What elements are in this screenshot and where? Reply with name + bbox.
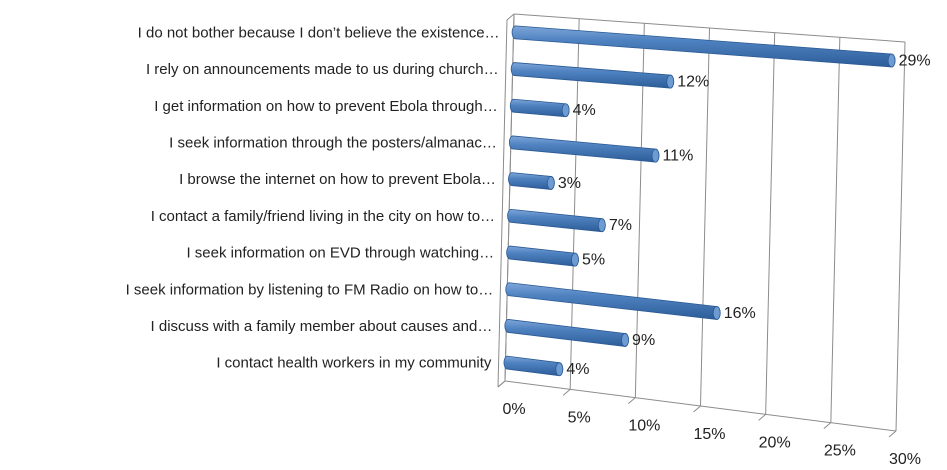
data-label: 9% [632, 332, 655, 349]
wall-depth-top [506, 13, 515, 21]
category-label: I seek information by listening to FM Ra… [126, 281, 494, 298]
data-label: 29% [899, 52, 931, 69]
gridline-floor [693, 405, 701, 413]
bar [503, 355, 564, 377]
x-tick-label: 20% [759, 434, 791, 451]
category-label: I rely on announcements made to us durin… [146, 61, 499, 78]
category-label: I browse the internet on how to prevent … [179, 171, 496, 188]
data-label: 16% [724, 305, 756, 322]
wall-front-edge [497, 19, 508, 388]
category-label: I do not bother because I don’t believe … [138, 24, 500, 41]
data-label: 7% [609, 217, 632, 234]
category-label: I contact health workers in my community [216, 355, 492, 372]
data-label: 3% [558, 175, 581, 192]
gridline [700, 27, 710, 407]
category-label: I get information on how to prevent Ebol… [154, 98, 498, 115]
bar-end-cap [666, 74, 675, 89]
labels: 0% 5% 10% 15% 20% 25% 30% 29% I do not bother be… [126, 24, 931, 468]
bar-end-cap [597, 218, 606, 233]
x-axis-line [504, 380, 897, 432]
data-label: 4% [573, 102, 596, 119]
gridline [765, 32, 776, 415]
bars [503, 25, 896, 377]
gridline-floor [562, 388, 571, 396]
category-label: I discuss with a family member about cau… [151, 318, 493, 335]
bar-end-cap [555, 362, 564, 377]
bar [505, 282, 721, 320]
data-label: 4% [566, 361, 589, 378]
bar-end-cap [712, 306, 721, 320]
bar-end-cap [561, 103, 570, 118]
bar [509, 98, 570, 118]
bar [504, 319, 629, 347]
bar [508, 135, 660, 163]
category-label: I seek information on EVD through watchi… [186, 245, 494, 262]
bar-end-cap [571, 252, 579, 267]
gridline [830, 37, 841, 423]
x-tick-label: 15% [693, 426, 725, 443]
data-label: 5% [582, 252, 605, 269]
x-tick-label: 10% [628, 418, 660, 435]
category-label: I seek information through the posters/a… [169, 134, 497, 151]
x-tick-label: 25% [824, 443, 856, 460]
x-tick-label: 30% [889, 451, 921, 468]
gridline-floor [823, 422, 832, 430]
bar [511, 25, 896, 68]
data-label: 11% [662, 148, 693, 165]
gridline-floor [628, 397, 636, 405]
bar-end-cap [621, 333, 629, 347]
bar [510, 62, 675, 89]
bar-end-cap [887, 53, 896, 68]
category-label: I contact a family/friend living in the … [151, 208, 495, 225]
wall-depth-bottom [497, 380, 506, 388]
gridline-floor [888, 430, 897, 438]
bar [507, 208, 606, 233]
top-edge [513, 13, 906, 43]
gridline [895, 41, 906, 432]
gridline-floor [758, 413, 766, 421]
data-label: 12% [677, 74, 709, 91]
x-tick-label: 0% [502, 401, 525, 418]
bar-end-cap [546, 176, 555, 190]
bar-end-cap [651, 148, 660, 163]
bar [506, 245, 579, 267]
x-tick-label: 5% [568, 409, 591, 426]
